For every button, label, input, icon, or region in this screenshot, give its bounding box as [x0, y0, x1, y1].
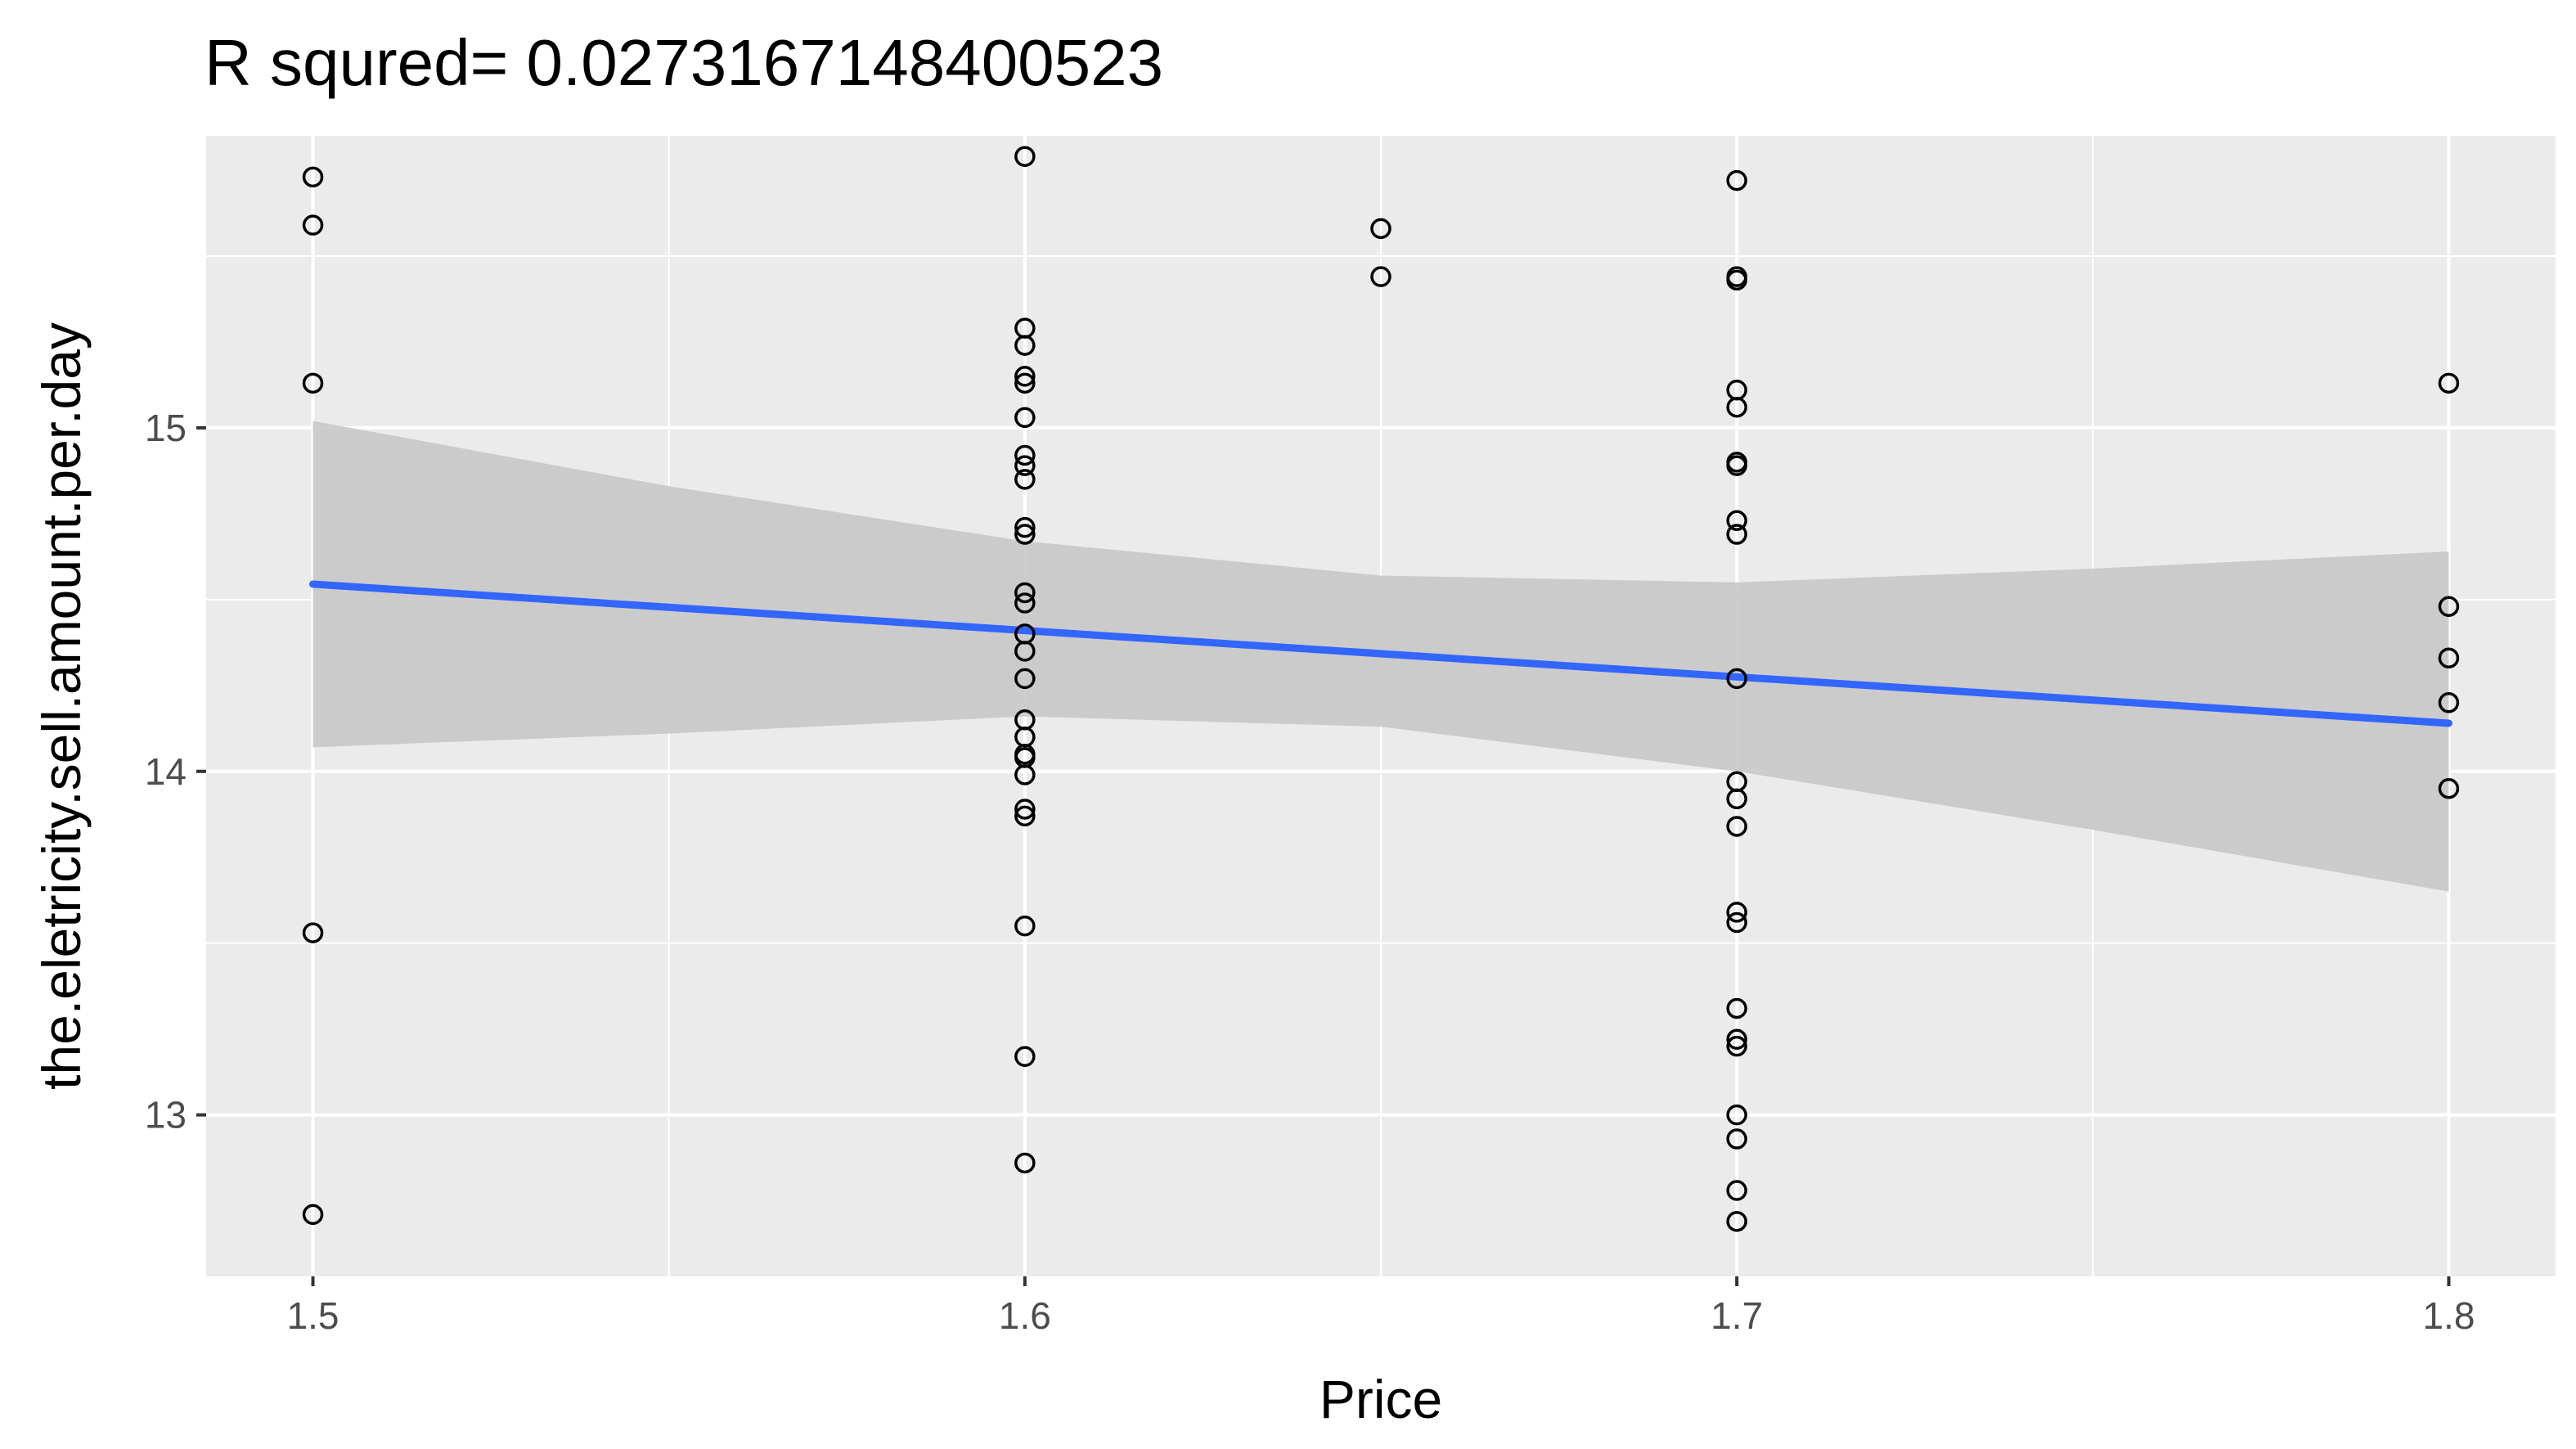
y-tick-label: 13 — [145, 1094, 187, 1136]
data-point — [1726, 510, 1747, 532]
data-point — [1726, 1128, 1747, 1150]
data-point — [1726, 788, 1747, 810]
data-point — [1726, 524, 1747, 545]
data-point — [1014, 1046, 1036, 1068]
data-point — [1014, 799, 1036, 820]
y-tick-label: 15 — [145, 407, 187, 449]
data-point — [302, 372, 324, 394]
data-point — [1726, 1035, 1747, 1057]
data-point — [1370, 266, 1391, 287]
x-axis: 1.5 1.6 1.7 1.8 — [287, 1276, 2475, 1337]
data-point — [1726, 169, 1747, 191]
data-point — [1726, 1104, 1747, 1126]
data-point — [1014, 668, 1036, 690]
data-point — [1370, 218, 1391, 240]
data-point — [1726, 997, 1747, 1019]
data-point — [2438, 778, 2460, 799]
data-point — [2438, 647, 2460, 668]
fit-line-layer — [309, 580, 2452, 727]
data-point — [1726, 1180, 1747, 1201]
data-points-layer — [302, 146, 2460, 1232]
data-point — [1726, 269, 1747, 291]
x-tick-label: 1.7 — [1711, 1294, 1763, 1337]
data-point — [1014, 407, 1036, 429]
chart-title: R squred= 0.0273167148400523 — [205, 26, 1163, 99]
y-axis: 13 14 15 — [145, 407, 206, 1136]
data-point — [1014, 582, 1036, 604]
data-point — [1014, 516, 1036, 538]
data-point — [1726, 902, 1747, 923]
x-axis-title: Price — [1319, 1369, 1442, 1429]
data-point — [1014, 524, 1036, 545]
data-point — [1726, 396, 1747, 418]
data-point — [1726, 1211, 1747, 1232]
data-point — [1014, 641, 1036, 662]
data-point — [1014, 444, 1036, 466]
data-point — [302, 922, 324, 943]
data-point — [1726, 668, 1747, 690]
data-point — [302, 1204, 324, 1226]
y-axis-title: the.eletricity.sell.amount.per.day — [31, 322, 92, 1090]
data-point — [1014, 146, 1036, 167]
data-point — [1014, 1152, 1036, 1174]
data-point — [1726, 455, 1747, 476]
data-point — [1726, 911, 1747, 934]
data-point — [1014, 455, 1036, 476]
data-point — [1014, 469, 1036, 490]
x-tick-label: 1.6 — [999, 1294, 1051, 1337]
data-point — [302, 166, 324, 188]
data-point — [1726, 1028, 1747, 1051]
y-tick-label: 14 — [145, 750, 187, 793]
data-point — [1726, 816, 1747, 837]
data-point — [1014, 764, 1036, 785]
data-point — [302, 214, 324, 236]
data-point — [2438, 596, 2460, 617]
data-point — [2438, 692, 2460, 713]
data-point — [1014, 915, 1036, 937]
data-point — [1014, 366, 1036, 387]
x-tick-label: 1.5 — [287, 1294, 339, 1337]
data-point — [1014, 592, 1036, 614]
data-point — [2438, 372, 2460, 394]
x-tick-label: 1.8 — [2422, 1294, 2475, 1337]
data-point — [1014, 805, 1036, 827]
regression-line — [309, 580, 2452, 727]
data-point — [1014, 372, 1036, 394]
data-point — [1014, 335, 1036, 356]
